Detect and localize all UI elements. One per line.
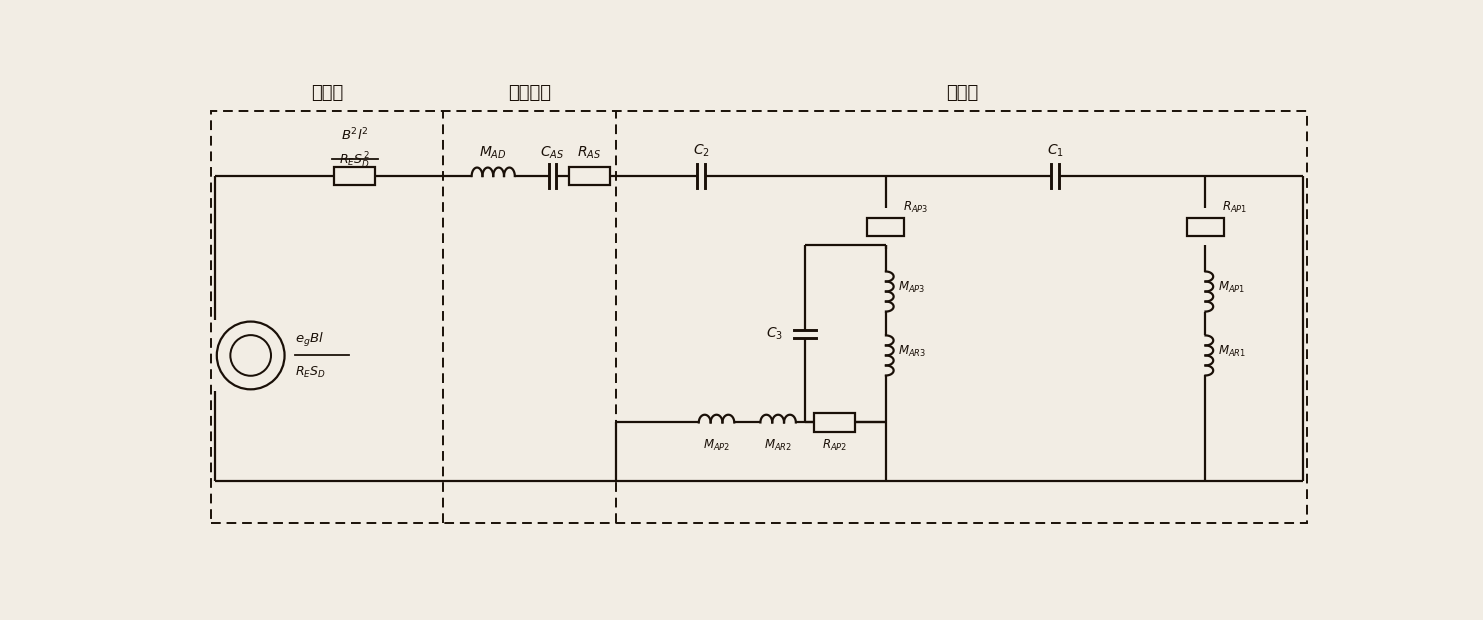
Text: $M_{AR1}$: $M_{AR1}$ — [1218, 344, 1246, 359]
Text: $M_{AR2}$: $M_{AR2}$ — [764, 438, 792, 453]
Text: $M_{AP2}$: $M_{AP2}$ — [703, 438, 730, 453]
Text: $R_E S_D$: $R_E S_D$ — [295, 365, 326, 380]
Text: $R_{AP1}$: $R_{AP1}$ — [1222, 200, 1247, 215]
Bar — [868, 218, 905, 236]
Text: $R_{AP3}$: $R_{AP3}$ — [903, 200, 928, 215]
Text: $M_{AP3}$: $M_{AP3}$ — [899, 280, 925, 295]
Text: $C_1$: $C_1$ — [1047, 143, 1063, 159]
Bar — [814, 413, 856, 432]
Text: 声系统: 声系统 — [946, 84, 977, 102]
Bar — [1186, 218, 1223, 236]
Text: $e_g Bl$: $e_g Bl$ — [295, 331, 325, 349]
Bar — [568, 167, 611, 185]
Text: $C_{AS}$: $C_{AS}$ — [540, 144, 565, 161]
Text: $R_{AP2}$: $R_{AP2}$ — [822, 438, 847, 453]
Text: 机械系统: 机械系统 — [509, 84, 552, 102]
Bar — [211, 112, 1307, 523]
Text: 电系统: 电系统 — [311, 84, 343, 102]
Text: $M_{AP1}$: $M_{AP1}$ — [1218, 280, 1246, 295]
Text: $C_3$: $C_3$ — [767, 326, 783, 342]
Text: $M_{AR3}$: $M_{AR3}$ — [899, 344, 927, 359]
Text: $C_2$: $C_2$ — [693, 143, 709, 159]
Text: $B^2l^2$: $B^2l^2$ — [341, 127, 368, 144]
Circle shape — [217, 322, 285, 389]
Text: $M_{AD}$: $M_{AD}$ — [479, 144, 507, 161]
Bar — [334, 167, 375, 185]
Text: $R_ES_D^{\,2}$: $R_ES_D^{\,2}$ — [340, 151, 371, 170]
Text: $R_{AS}$: $R_{AS}$ — [577, 144, 602, 161]
